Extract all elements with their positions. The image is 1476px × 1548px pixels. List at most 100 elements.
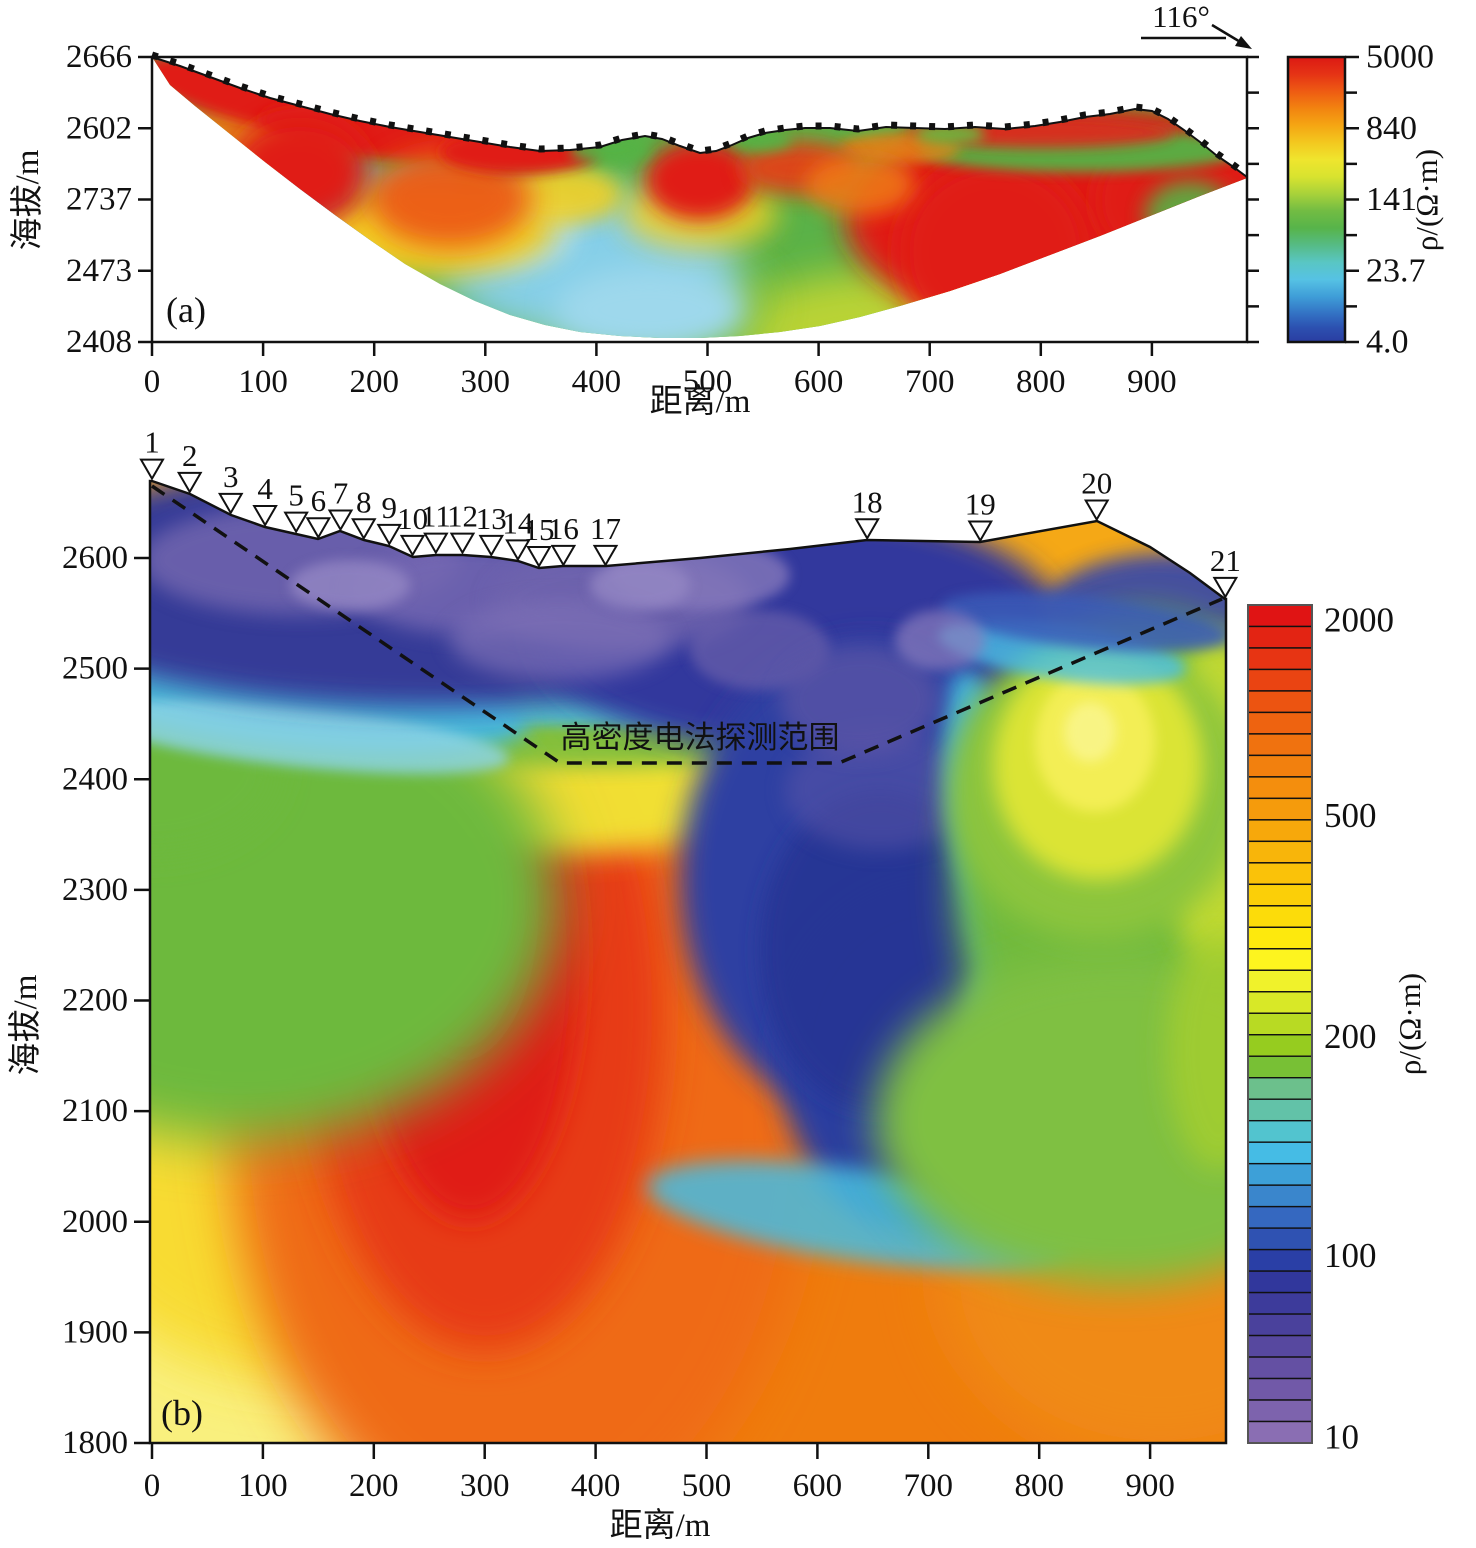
b-x-tick-label: 900	[1125, 1468, 1175, 1504]
b-colorbar-segment	[1247, 948, 1313, 971]
b-colorbar-segment	[1247, 647, 1313, 671]
panel-b-label: (b)	[161, 1393, 203, 1433]
b-y-tick-label: 1800	[62, 1425, 128, 1461]
b-colorbar-segment	[1247, 1141, 1313, 1165]
station-number-18: 18	[852, 484, 883, 519]
b-colorbar-segment	[1247, 1420, 1313, 1444]
station-marker-9	[376, 523, 403, 546]
panel-b-outline	[148, 479, 1228, 1445]
b-colorbar-segment	[1247, 926, 1313, 950]
a-colorbar-tick-label: 4.0	[1366, 324, 1409, 361]
station-number-16: 16	[548, 511, 579, 546]
b-x-tick-label: 500	[682, 1468, 732, 1504]
a-colorbar-tick-label: 840	[1366, 110, 1417, 147]
b-colorbar-segment	[1247, 1248, 1313, 1272]
electrode-dots	[150, 51, 1250, 178]
station-number-14: 14	[502, 505, 534, 540]
b-y-tick-label: 2500	[62, 651, 128, 687]
station-number-6: 6	[311, 483, 327, 518]
b-y-tick-label: 2300	[62, 872, 128, 908]
station-marker-15	[526, 545, 552, 568]
b-colorbar-segment	[1247, 991, 1313, 1014]
station-marker-12	[449, 532, 476, 555]
b-x-axis-title: 距离/m	[610, 1507, 711, 1544]
station-marker-5	[283, 511, 309, 534]
a-x-tick-label: 900	[1127, 364, 1177, 400]
a-x-axis-title: 距离/m	[650, 383, 751, 420]
b-y-tick-label: 2100	[62, 1093, 128, 1129]
station-number-8: 8	[356, 484, 372, 519]
b-y-tick-label: 2600	[62, 540, 128, 576]
b-colorbar-segment	[1247, 1291, 1313, 1315]
station-number-17: 17	[590, 511, 621, 546]
b-x-tick-label: 100	[238, 1468, 288, 1504]
b-y-tick-label: 2200	[62, 983, 128, 1019]
panel-b-axes: 0 100 200 300 400 500 600 700 800 900 2600 2500 2400…	[7, 540, 1175, 1544]
panel-a-colorbar: 5000 840 141 23.7 4.0 ρ/(Ω·m)	[1286, 39, 1444, 361]
b-colorbar-segment	[1247, 604, 1313, 628]
b-x-tick-label: 800	[1014, 1468, 1064, 1504]
station-number-11: 11	[421, 499, 451, 534]
b-colorbar-segment	[1247, 1334, 1313, 1358]
station-number-21: 21	[1210, 543, 1241, 578]
b-colorbar-segment	[1247, 1034, 1313, 1057]
direction-label: 116°	[1152, 0, 1210, 34]
b-colorbar-segment	[1247, 668, 1313, 692]
station-marker-10	[399, 534, 426, 557]
misc-labels: 116°	[1141, 0, 1252, 49]
b-x-tick-label: 600	[793, 1468, 843, 1504]
b-colorbar-segment	[1247, 690, 1313, 714]
station-marker-17	[592, 544, 619, 567]
a-colorbar-tick-label: 23.7	[1366, 252, 1426, 289]
b-colorbar-segment	[1247, 625, 1313, 649]
a-y-tick-label: 2737	[66, 182, 132, 218]
a-y-tick-label: 2602	[66, 110, 132, 146]
station-number-15: 15	[523, 512, 554, 547]
b-colorbar-segment	[1247, 1356, 1313, 1380]
b-colorbar-segment	[1247, 1119, 1313, 1143]
b-colorbar-segment	[1247, 733, 1313, 757]
station-number-4: 4	[257, 471, 273, 506]
b-colorbar-tick-label: 2000	[1324, 601, 1394, 640]
station-number-20: 20	[1081, 466, 1112, 501]
panel-a-axes: 0 100 200 300 400 500 600 700 800 900 2666 2602 2737…	[9, 39, 1259, 420]
b-colorbar-segment	[1247, 1162, 1313, 1186]
b-colorbar-segment	[1247, 819, 1313, 843]
station-marker-20	[1083, 499, 1110, 522]
b-colorbar-segment	[1247, 1205, 1313, 1229]
b-y-tick-label: 2000	[62, 1204, 128, 1240]
a-x-tick-label: 0	[144, 364, 161, 400]
a-x-tick-label: 500	[683, 364, 733, 400]
b-colorbar-segment	[1247, 883, 1313, 907]
station-marker-21	[1212, 576, 1239, 599]
b-x-tick-label: 700	[904, 1468, 954, 1504]
panel-a-label: (a)	[166, 290, 206, 330]
station-marker-7	[327, 509, 354, 532]
b-colorbar-segment	[1247, 840, 1313, 864]
a-x-tick-label: 100	[238, 364, 288, 400]
b-y-tick-label: 1900	[62, 1314, 128, 1350]
a-x-tick-label: 800	[1016, 364, 1066, 400]
station-marker-14	[505, 539, 531, 562]
station-marker-11	[423, 532, 449, 555]
a-colorbar-tick-label: 141	[1366, 181, 1417, 218]
station-marker-18	[854, 518, 880, 541]
direction-arrow-head	[1235, 36, 1252, 49]
b-x-tick-label: 300	[460, 1468, 510, 1504]
a-colorbar-title: ρ/(Ω·m)	[1409, 149, 1444, 251]
a-y-tick-label: 2473	[66, 253, 132, 289]
b-colorbar-tick-label: 100	[1324, 1236, 1377, 1275]
a-y-axis-title: 海拔/m	[9, 149, 46, 250]
b-colorbar-frame	[1247, 604, 1313, 1444]
b-colorbar-segment	[1247, 754, 1313, 778]
a-colorbar-tick-label: 5000	[1366, 39, 1434, 76]
detection-range-label: 高密度电法探测范围	[561, 720, 840, 755]
b-colorbar-segment	[1247, 905, 1313, 929]
a-x-tick-label: 600	[794, 364, 844, 400]
b-colorbar-segment	[1247, 1313, 1313, 1337]
b-x-tick-label: 200	[349, 1468, 399, 1504]
a-y-tick-label: 2408	[66, 324, 132, 360]
b-y-axis-title: 海拔/m	[7, 974, 44, 1075]
b-x-tick-label: 0	[144, 1468, 161, 1504]
